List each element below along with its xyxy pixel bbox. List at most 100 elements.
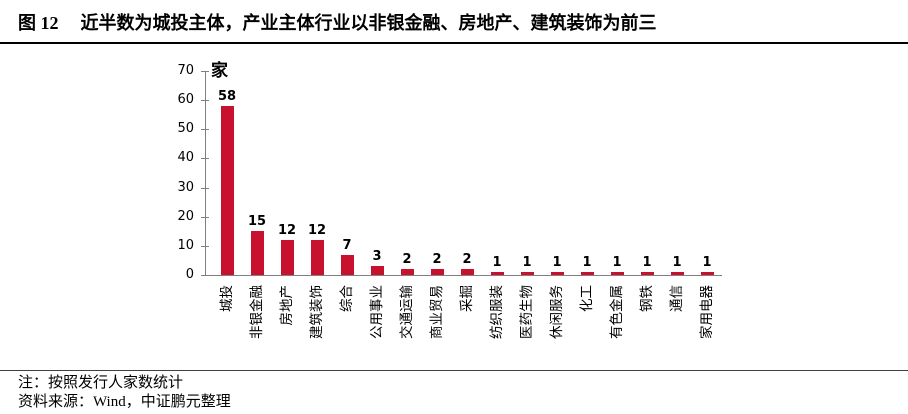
bar-chart: 家 58 15 12 12 7 3 2 2 2 1 1 1 1 1 1 1 1 城投 非银金融 房地产 建筑装饰 综合公…: [0, 44, 908, 370]
category-label: 纺织服装: [489, 285, 504, 339]
category-label: 公用事业: [369, 285, 384, 339]
bar: [610, 272, 624, 275]
bar-column: 7: [332, 239, 362, 275]
source-line: 资料来源：Wind，中证鹏元整理: [18, 394, 231, 410]
note-line: 注：按照发行人家数统计: [18, 375, 184, 391]
category-label: 家用电器: [699, 285, 714, 339]
bar: [700, 272, 714, 275]
y-tick-label: 50: [177, 121, 194, 137]
bar-value-label: 2: [402, 252, 412, 267]
category-label-cell: 有色金属: [602, 281, 632, 373]
bar: [640, 272, 654, 275]
bar: [400, 269, 414, 275]
y-tick-mark: [201, 216, 209, 218]
title-divider-line: [0, 42, 908, 44]
category-label-cell: 通信: [662, 281, 692, 373]
bar-column: 1: [482, 256, 512, 275]
bar-column: 1: [512, 256, 542, 275]
footnotes: 注：按照发行人家数统计 资料来源：Wind，中证鹏元整理: [0, 371, 908, 412]
bar-column: 3: [362, 250, 392, 275]
category-label: 综合: [339, 285, 354, 312]
bar-column: 1: [602, 256, 632, 275]
notes-divider-line: [0, 370, 908, 371]
y-tick-mark: [201, 100, 209, 102]
bar: [280, 240, 294, 275]
bar-column: 2: [422, 253, 452, 275]
category-label-cell: 交通运输: [392, 281, 422, 373]
y-tick-label: 60: [177, 92, 194, 108]
category-label-cell: 纺织服装: [482, 281, 512, 373]
category-label: 医药生物: [519, 285, 534, 339]
bar-value-label: 2: [432, 252, 442, 267]
y-tick-mark: [201, 245, 209, 247]
bar: [220, 106, 234, 275]
figure-title-row: 图 12 近半数为城投主体，产业主体行业以非银金融、房地产、建筑装饰为前三: [0, 0, 908, 35]
category-label: 建筑装饰: [309, 285, 324, 339]
bar-value-label: 1: [612, 255, 622, 270]
category-label-cell: 建筑装饰: [302, 281, 332, 373]
y-tick-label: 10: [177, 237, 194, 253]
bar-column: 1: [542, 256, 572, 275]
x-axis-category-labels: 城投 非银金融 房地产 建筑装饰 综合 公用事业 交通运输 商业贸易 采掘 纺织服装 医药生物 休闲服…: [212, 281, 722, 373]
category-label: 采掘: [459, 285, 474, 312]
category-label: 化工: [579, 285, 594, 312]
bar-value-label: 1: [582, 255, 592, 270]
bar-value-label: 1: [702, 255, 712, 270]
category-label-cell: 非银金融: [242, 281, 272, 373]
bar-value-label: 7: [342, 238, 352, 253]
bar: [370, 266, 384, 275]
y-tick-label: 20: [177, 208, 194, 224]
bar: [430, 269, 444, 275]
y-tick-label: 0: [185, 267, 194, 282]
bar-column: 12: [272, 224, 302, 275]
category-label-cell: 采掘: [452, 281, 482, 373]
bar-value-label: 3: [372, 249, 382, 264]
bar: [520, 272, 534, 275]
category-label: 商业贸易: [429, 285, 444, 339]
bar-column: 1: [632, 256, 662, 275]
bar: [310, 240, 324, 275]
bar-column: 58: [212, 90, 242, 275]
category-label-cell: 休闲服务: [542, 281, 572, 373]
bar-value-label: 58: [217, 89, 237, 104]
x-axis-line: [205, 275, 722, 276]
category-label: 房地产: [279, 285, 294, 326]
bar-value-label: 1: [672, 255, 682, 270]
category-label-cell: 钢铁: [632, 281, 662, 373]
category-label-cell: 家用电器: [692, 281, 722, 373]
category-label: 通信: [669, 285, 684, 312]
bar: [460, 269, 474, 275]
y-tick-mark: [201, 71, 209, 72]
category-label-cell: 公用事业: [362, 281, 392, 373]
y-tick-label: 30: [177, 179, 194, 195]
category-label: 城投: [219, 285, 234, 312]
figure-number: 图 12: [18, 13, 59, 33]
y-tick-label: 70: [177, 63, 194, 78]
bar-value-label: 1: [522, 255, 532, 270]
category-label-cell: 综合: [332, 281, 362, 373]
bar-column: 12: [302, 224, 332, 275]
bar-column: 1: [692, 256, 722, 275]
category-label: 钢铁: [639, 285, 654, 312]
category-label: 非银金融: [249, 285, 264, 339]
y-tick-mark: [201, 129, 209, 131]
bar-value-label: 15: [247, 214, 267, 229]
y-tick-mark: [201, 187, 209, 189]
y-tick-mark: [201, 275, 209, 276]
bar: [670, 272, 684, 275]
bar: [340, 255, 354, 275]
y-axis-line: [205, 71, 206, 276]
plot-area: 58 15 12 12 7 3 2 2 2 1 1 1 1 1 1 1 1: [212, 71, 722, 275]
bar-value-label: 12: [307, 223, 327, 238]
bar-column: 15: [242, 215, 272, 275]
category-label-cell: 商业贸易: [422, 281, 452, 373]
y-tick-mark: [201, 158, 209, 160]
bar: [580, 272, 594, 275]
bar: [490, 272, 504, 275]
bar-value-label: 12: [277, 223, 297, 238]
category-label: 休闲服务: [549, 285, 564, 339]
category-label-cell: 房地产: [272, 281, 302, 373]
bar-value-label: 1: [492, 255, 502, 270]
category-label-cell: 医药生物: [512, 281, 542, 373]
y-axis-unit-label: 家: [211, 61, 228, 80]
